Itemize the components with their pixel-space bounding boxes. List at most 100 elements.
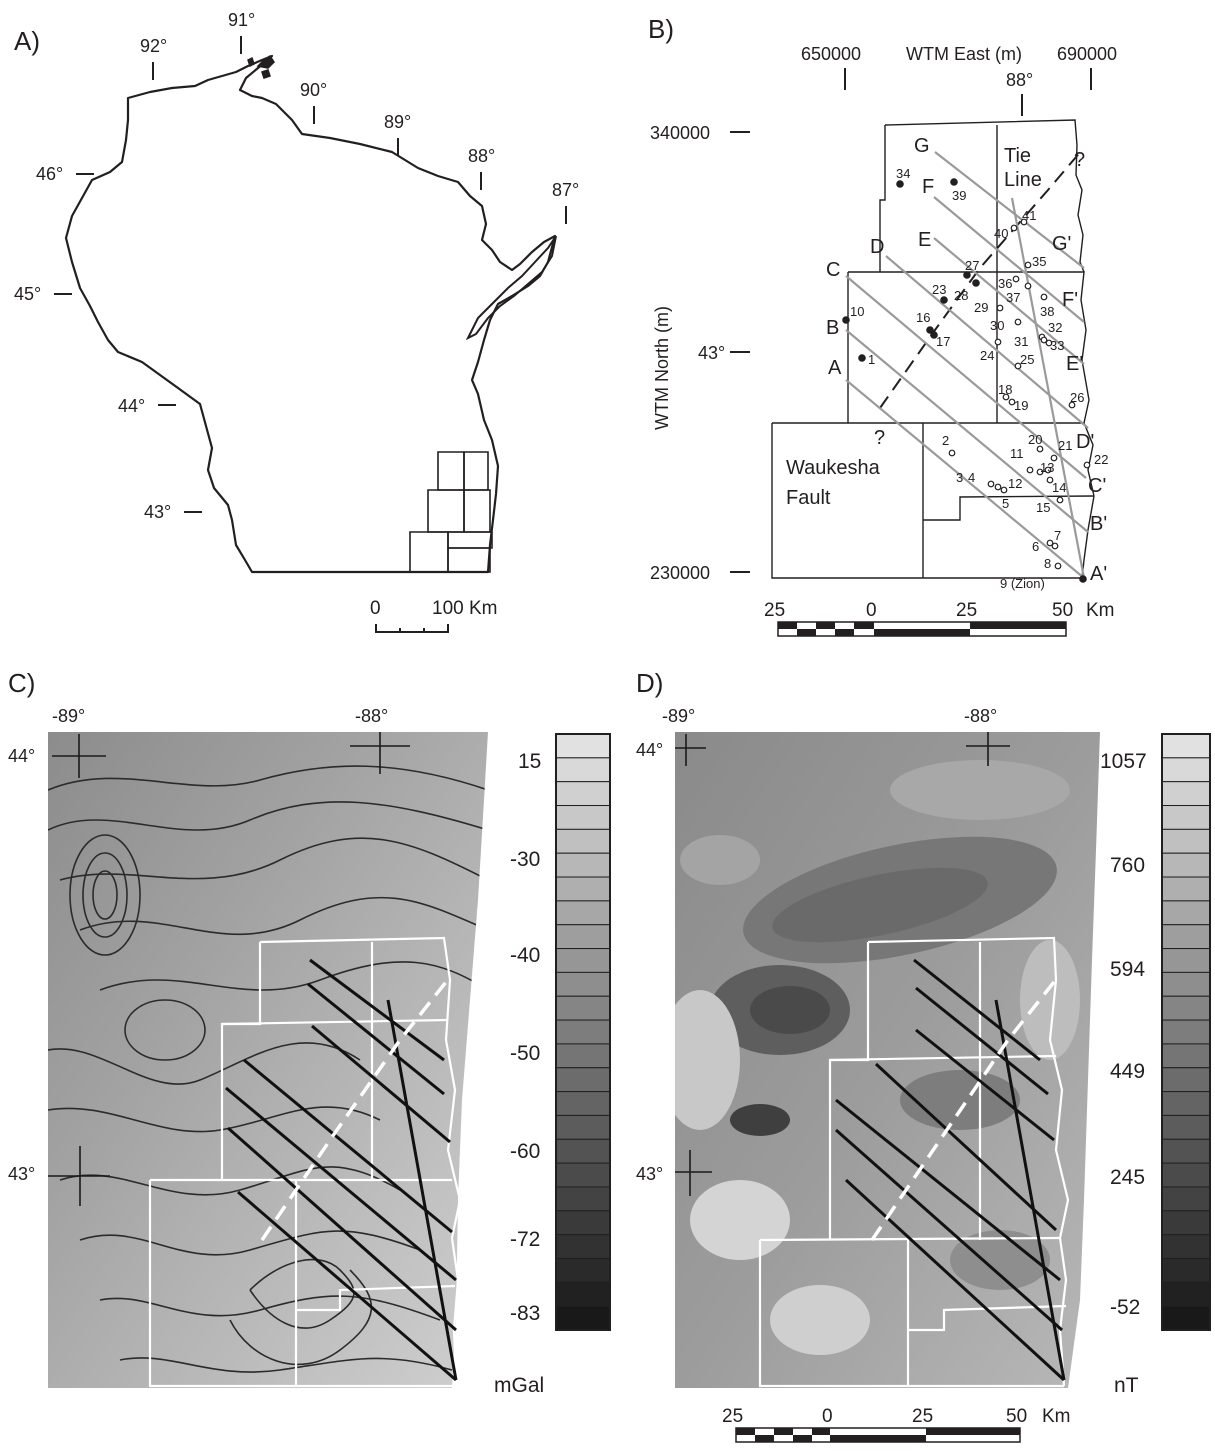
colorbar-tick: -30 — [510, 848, 540, 871]
colorbar-step — [555, 1138, 611, 1164]
colorbar-step — [1161, 900, 1211, 926]
site-marker — [1008, 398, 1016, 406]
fault-label: Waukesha — [786, 457, 881, 479]
colorbar-step — [1161, 781, 1211, 807]
site-label: 7 — [1054, 528, 1061, 543]
colorbar-step — [555, 971, 611, 997]
lon-label: 92° — [140, 36, 167, 56]
profile-label: E — [918, 229, 931, 251]
colorbar-step — [1161, 948, 1211, 973]
profile-label: F' — [1062, 289, 1078, 311]
longitude-ticks — [152, 36, 567, 224]
colorbar-step — [1161, 1257, 1211, 1283]
profile-label: C — [826, 259, 840, 281]
tie-line-label: Tie — [1004, 145, 1031, 167]
site-marker — [1012, 275, 1020, 283]
site-label: 12 — [1008, 476, 1022, 491]
lon-label: 90° — [300, 80, 327, 100]
lat-label: 43° — [636, 1164, 663, 1184]
panel-a: A) 92° 91° 90° 89° 88° 87° — [14, 10, 579, 633]
site-marker — [1040, 293, 1048, 301]
profile-label: G' — [1052, 233, 1071, 255]
colorbar-step — [1161, 924, 1211, 950]
site-marker — [1068, 401, 1076, 409]
wisconsin-outline — [64, 54, 557, 574]
colorbar-step — [555, 1067, 611, 1093]
colorbar-step — [1161, 805, 1211, 830]
colorbar-unit: mGal — [494, 1374, 544, 1397]
site-label: 39 — [952, 188, 966, 203]
site-marker — [1040, 336, 1048, 344]
colorbar-tick: 594 — [1110, 958, 1145, 981]
site-label: 37 — [1006, 290, 1020, 305]
site-label: 33 — [1050, 338, 1064, 353]
lon-label: -89° — [52, 706, 85, 726]
colorbar-unit: nT — [1114, 1374, 1139, 1397]
site-marker — [930, 331, 938, 339]
colorbar-step — [555, 1257, 611, 1283]
colorbar-step — [555, 805, 611, 830]
colorbar-step — [555, 1186, 611, 1212]
gravity-contours — [48, 765, 488, 1373]
colorbar-step — [555, 852, 611, 878]
colorbar-tick: -60 — [510, 1140, 540, 1163]
site-label: 22 — [1094, 452, 1108, 467]
lon-label: -88° — [964, 706, 997, 726]
site-label: 30 — [990, 318, 1004, 333]
scale-unit: Km — [1086, 600, 1115, 621]
colorbar-step — [1161, 1067, 1211, 1093]
east-ticks — [730, 68, 1092, 573]
site-label: 19 — [1014, 398, 1028, 413]
site-label: 21 — [1058, 438, 1072, 453]
profile-end-labels: A A' B B' C C' D D' E E' F F' G G' — [826, 135, 1107, 585]
north-axis-title: WTM North (m) — [652, 306, 672, 430]
colorbar-step — [1161, 1210, 1211, 1236]
scale-bar-d: 25 0 25 50 Km — [722, 1406, 1071, 1443]
panel-d-label: D) — [636, 668, 663, 698]
north-tick-label: 340000 — [650, 123, 710, 143]
colorbar-tick: 1057 — [1100, 750, 1147, 773]
lat-label: 45° — [14, 284, 41, 304]
east-tick-label: 650000 — [801, 44, 861, 64]
colorbar-step — [1161, 1234, 1211, 1259]
colorbar-tick: 15 — [518, 750, 541, 773]
colorbar-step — [1161, 828, 1211, 854]
graticule-crosses — [48, 732, 410, 1206]
colorbar-c — [555, 733, 611, 1331]
profile-label: B' — [1090, 513, 1107, 535]
site-marker — [1002, 393, 1010, 401]
colorbar-step — [1161, 995, 1211, 1021]
lon-label: 88° — [468, 146, 495, 166]
site-marker — [994, 483, 1002, 491]
site-marker — [1024, 282, 1032, 290]
site-label: 14 — [1052, 480, 1066, 495]
colorbar-step — [1161, 757, 1211, 783]
colorbar-step — [1161, 971, 1211, 997]
profile-label: C' — [1088, 475, 1106, 497]
lon-label: 91° — [228, 10, 255, 30]
site-marker — [1014, 362, 1022, 370]
scale-tick: 25 — [764, 600, 785, 621]
scale-end: 100 Km — [432, 598, 497, 619]
profile-label: D' — [1076, 431, 1094, 453]
site-marker — [842, 316, 850, 324]
site-label: 38 — [1040, 304, 1054, 319]
scale-tick: 25 — [722, 1406, 743, 1427]
colorbar-step — [555, 1234, 611, 1259]
colorbar-step — [555, 1162, 611, 1188]
panel-a-label: A) — [14, 26, 40, 56]
gravity-map — [48, 732, 488, 1388]
colorbar-step — [555, 1281, 611, 1307]
colorbar-step — [1161, 1138, 1211, 1164]
colorbar-step — [555, 1043, 611, 1069]
lon-label: 89° — [384, 112, 411, 132]
site-marker — [1079, 575, 1087, 583]
site-marker — [940, 296, 948, 304]
site-label: 27 — [965, 258, 979, 273]
site-marker — [950, 178, 958, 186]
profile-e — [933, 237, 1085, 365]
panel-c-label: C) — [8, 668, 35, 698]
profile-f — [933, 196, 1085, 323]
site-label: 18 — [998, 382, 1012, 397]
